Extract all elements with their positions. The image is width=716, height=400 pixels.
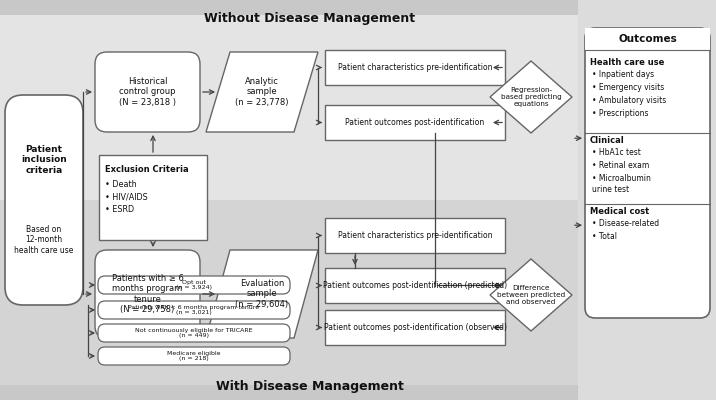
Text: Based on
12-month
health care use: Based on 12-month health care use <box>14 225 74 255</box>
Text: Health care use: Health care use <box>590 58 664 67</box>
Text: Patient characteristics pre-identification: Patient characteristics pre-identificati… <box>338 231 493 240</box>
Polygon shape <box>206 250 318 338</box>
FancyBboxPatch shape <box>98 301 290 319</box>
Text: • Disease-related: • Disease-related <box>592 219 659 228</box>
Text: Patient outcomes post-identification (predicted): Patient outcomes post-identification (pr… <box>323 281 507 290</box>
Bar <box>325 268 505 303</box>
Text: Patients with < 6 months program tenure
(n = 3,021): Patients with < 6 months program tenure … <box>128 305 260 315</box>
Text: Patient characteristics pre-identification: Patient characteristics pre-identificati… <box>338 63 493 72</box>
FancyBboxPatch shape <box>95 52 200 132</box>
Bar <box>0 15 632 200</box>
Bar <box>325 310 505 345</box>
Text: Patient
inclusion
criteria: Patient inclusion criteria <box>21 145 67 175</box>
Text: • Total: • Total <box>592 232 617 241</box>
FancyBboxPatch shape <box>5 95 83 305</box>
Text: Patients with ≥ 6
months program
tenure
(N = 29,758): Patients with ≥ 6 months program tenure … <box>112 274 183 314</box>
Text: • Death
• HIV/AIDS
• ESRD: • Death • HIV/AIDS • ESRD <box>105 180 147 214</box>
Bar <box>578 0 716 400</box>
Text: Clinical: Clinical <box>590 136 625 145</box>
Text: • HbA1c test: • HbA1c test <box>592 148 641 157</box>
Text: • Inpatient days: • Inpatient days <box>592 70 654 79</box>
Bar <box>585 28 710 50</box>
Text: • Ambulatory visits: • Ambulatory visits <box>592 96 667 105</box>
Text: Analytic
sample
(n = 23,778): Analytic sample (n = 23,778) <box>236 77 289 107</box>
Text: Not continuously eligible for TRICARE
(n = 449): Not continuously eligible for TRICARE (n… <box>135 328 253 338</box>
Bar <box>325 105 505 140</box>
Polygon shape <box>206 52 318 132</box>
Text: • Prescriptions: • Prescriptions <box>592 109 649 118</box>
Text: With Disease Management: With Disease Management <box>216 380 404 393</box>
Text: • Retinal exam: • Retinal exam <box>592 161 649 170</box>
FancyBboxPatch shape <box>98 347 290 365</box>
FancyBboxPatch shape <box>585 28 710 318</box>
FancyBboxPatch shape <box>95 250 200 338</box>
Text: • Emergency visits: • Emergency visits <box>592 83 664 92</box>
Text: Difference
between predicted
and observed: Difference between predicted and observe… <box>497 285 565 305</box>
Text: Patient outcomes post-identification (observed): Patient outcomes post-identification (ob… <box>324 323 506 332</box>
Text: Medicare eligible
(n = 218): Medicare eligible (n = 218) <box>168 350 221 362</box>
Text: Opt out
(n = 3,924): Opt out (n = 3,924) <box>176 280 212 290</box>
Bar <box>99 155 207 240</box>
Text: Without Disease Management: Without Disease Management <box>205 12 415 25</box>
Polygon shape <box>490 259 572 331</box>
Text: Outcomes: Outcomes <box>618 34 677 44</box>
Text: • Microalbumin
urine test: • Microalbumin urine test <box>592 174 651 194</box>
Text: Patient outcomes post-identification: Patient outcomes post-identification <box>345 118 485 127</box>
FancyBboxPatch shape <box>98 324 290 342</box>
Text: Historical
control group
(N = 23,818 ): Historical control group (N = 23,818 ) <box>119 77 176 107</box>
Bar <box>0 200 632 385</box>
Text: Medical cost: Medical cost <box>590 207 649 216</box>
Polygon shape <box>490 61 572 133</box>
Text: Evaluation
sample
(n = 29,604): Evaluation sample (n = 29,604) <box>236 279 289 309</box>
Text: Exclusion Criteria: Exclusion Criteria <box>105 164 188 174</box>
Bar <box>325 50 505 85</box>
FancyBboxPatch shape <box>98 276 290 294</box>
Text: Regression-
based predicting
equations: Regression- based predicting equations <box>500 87 561 107</box>
Bar <box>325 218 505 253</box>
